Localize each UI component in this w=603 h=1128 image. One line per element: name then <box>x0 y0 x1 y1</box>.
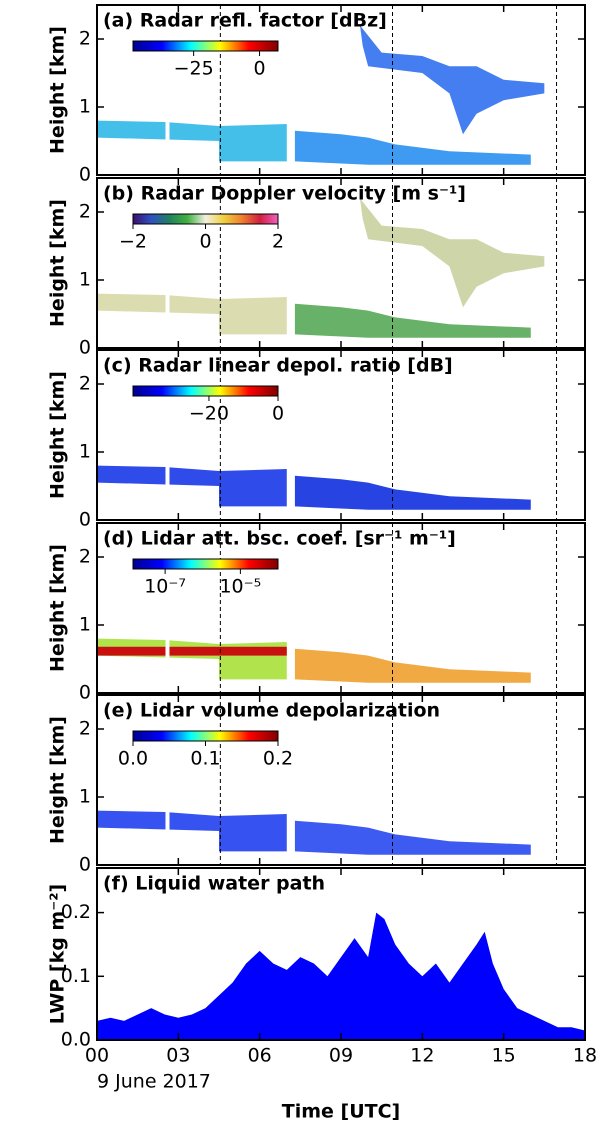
y-tick-label: 0.0 <box>61 1029 91 1051</box>
colorbar-label: −2 <box>119 231 147 253</box>
field-shape <box>359 25 545 135</box>
y-axis-label: LWP [kg m⁻²] <box>47 884 69 1025</box>
colorbar-label: 2 <box>272 231 284 253</box>
plot-frame <box>96 522 586 694</box>
x-tick-label: 12 <box>410 1045 434 1067</box>
colorbar <box>132 40 279 52</box>
field-shape <box>294 130 531 165</box>
colorbar-label: 0 <box>253 58 265 80</box>
panel-title: (e) Lidar volume depolarization <box>103 700 440 722</box>
y-tick-label: 0 <box>79 164 91 186</box>
x-tick-label: 03 <box>166 1045 190 1067</box>
field-shape <box>294 648 531 683</box>
plot-frame <box>96 694 586 866</box>
colorbar-label: 0 <box>272 403 284 425</box>
y-axis-label: Height [km] <box>47 199 69 327</box>
panel-title: (f) Liquid water path <box>103 873 325 895</box>
x-tick-label: 18 <box>573 1045 597 1067</box>
panel-title: (d) Lidar att. bsc. coef. [sr⁻¹ m⁻¹] <box>103 528 456 550</box>
panel-title: (c) Radar linear depol. ratio [dB] <box>103 355 453 377</box>
field-shape <box>97 810 287 852</box>
colorbar-label: 0.2 <box>263 748 293 770</box>
x-tick-label: 15 <box>492 1045 516 1067</box>
y-tick-label: 0 <box>79 854 91 876</box>
field-shape <box>294 820 531 855</box>
y-tick-label: 2 <box>79 546 91 568</box>
colorbar-label: −25 <box>174 58 214 80</box>
x-axis-label: Time [UTC] <box>282 1101 400 1123</box>
panel-title: (a) Radar refl. factor [dBz] <box>103 10 387 32</box>
colorbar-label: 10⁻⁷ <box>144 576 186 598</box>
y-tick-label: 1 <box>79 96 91 118</box>
y-tick-label: 0 <box>79 509 91 531</box>
y-tick-label: 2 <box>79 718 91 740</box>
y-tick-label: 0.2 <box>61 901 91 923</box>
y-tick-label: 2 <box>79 373 91 395</box>
plot-frame <box>96 349 586 521</box>
colorbar <box>132 558 279 570</box>
y-tick-label: 0.1 <box>61 965 91 987</box>
panel-title: (b) Radar Doppler velocity [m s⁻¹] <box>103 183 466 205</box>
colorbar-label: −20 <box>189 403 229 425</box>
plot-frame <box>96 867 586 1041</box>
colorbar-label: 0.1 <box>190 748 220 770</box>
field-shape <box>294 475 531 510</box>
colorbar <box>132 385 279 397</box>
colorbar-label: 0 <box>199 231 211 253</box>
y-tick-label: 0 <box>79 337 91 359</box>
plot-frame <box>96 177 586 349</box>
y-axis-label: Height [km] <box>47 26 69 154</box>
x-tick-label: 09 <box>329 1045 353 1067</box>
field-shape <box>294 303 531 338</box>
field-shape <box>359 198 545 308</box>
area <box>97 912 585 1040</box>
y-tick-label: 2 <box>79 28 91 50</box>
y-axis-label: Height [km] <box>47 716 69 844</box>
y-tick-label: 0 <box>79 682 91 704</box>
y-tick-label: 2 <box>79 201 91 223</box>
y-axis-label: Height [km] <box>47 371 69 499</box>
x-tick-label: 06 <box>248 1045 272 1067</box>
field-band <box>97 646 287 656</box>
field-shape <box>97 120 287 162</box>
field-shape <box>97 638 287 680</box>
field-shape <box>97 293 287 335</box>
y-tick-label: 1 <box>79 441 91 463</box>
colorbar-label: 10⁻⁵ <box>219 576 261 598</box>
x-tick-label: 00 <box>85 1045 109 1067</box>
y-tick-label: 1 <box>79 614 91 636</box>
colorbar <box>132 213 279 225</box>
colorbar <box>132 730 279 742</box>
y-tick-label: 1 <box>79 269 91 291</box>
y-tick-label: 1 <box>79 786 91 808</box>
y-axis-label: Height [km] <box>47 544 69 672</box>
plot-frame <box>96 4 586 176</box>
field-shape <box>97 465 287 507</box>
colorbar-label: 0.0 <box>118 748 148 770</box>
date-label: 9 June 2017 <box>97 1071 211 1093</box>
